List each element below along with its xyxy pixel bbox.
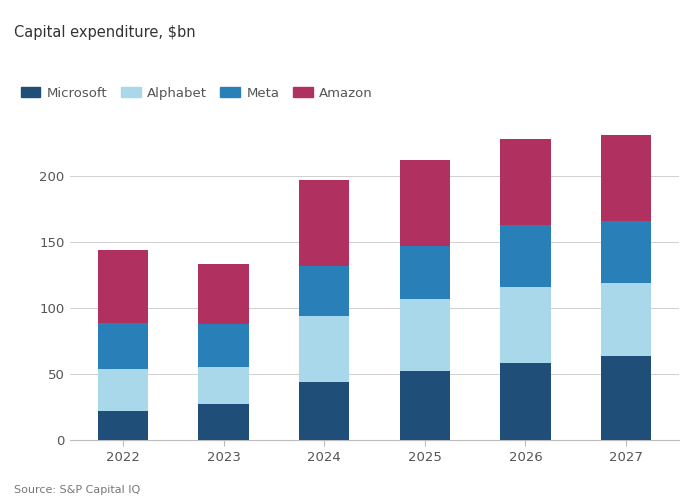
Bar bbox=[400, 299, 450, 372]
Bar bbox=[98, 368, 148, 411]
Bar bbox=[601, 356, 651, 440]
Legend: Microsoft, Alphabet, Meta, Amazon: Microsoft, Alphabet, Meta, Amazon bbox=[20, 86, 373, 100]
Bar bbox=[98, 322, 148, 368]
Bar bbox=[98, 250, 148, 322]
Bar bbox=[198, 324, 248, 368]
Bar bbox=[299, 316, 349, 382]
Bar bbox=[500, 225, 551, 287]
Bar bbox=[400, 246, 450, 299]
Bar bbox=[299, 180, 349, 266]
Bar bbox=[198, 264, 248, 324]
Bar bbox=[299, 266, 349, 316]
Bar bbox=[601, 221, 651, 283]
Bar bbox=[601, 135, 651, 221]
Bar bbox=[198, 404, 248, 440]
Bar bbox=[601, 283, 651, 356]
Bar bbox=[400, 160, 450, 246]
Bar bbox=[500, 364, 551, 440]
Bar bbox=[299, 382, 349, 440]
Bar bbox=[500, 287, 551, 364]
Bar bbox=[198, 368, 248, 405]
Text: Source: S&P Capital IQ: Source: S&P Capital IQ bbox=[14, 485, 140, 495]
Bar bbox=[98, 411, 148, 440]
Text: Capital expenditure, $bn: Capital expenditure, $bn bbox=[14, 25, 195, 40]
Bar bbox=[400, 372, 450, 440]
Bar bbox=[500, 139, 551, 225]
